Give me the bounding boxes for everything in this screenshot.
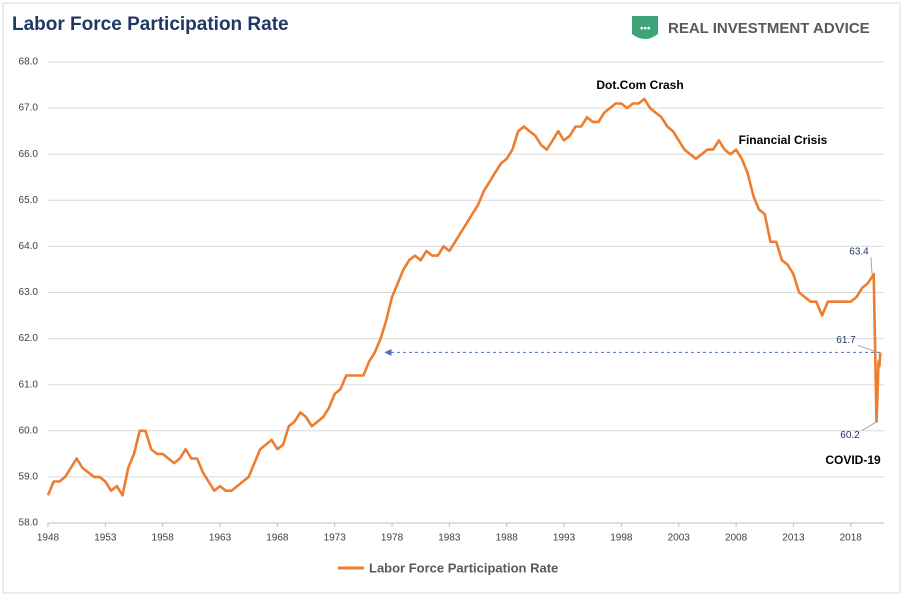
logo-dots: ••• (640, 24, 651, 35)
x-tick-label: 1953 (94, 533, 117, 544)
y-tick-label: 58.0 (19, 518, 39, 529)
line-series (46, 97, 882, 497)
x-tick-label: 1963 (209, 533, 232, 544)
x-tick-label: 2013 (782, 533, 805, 544)
x-tick-label: 1988 (496, 533, 519, 544)
y-tick-label: 65.0 (19, 195, 39, 206)
y-tick-label: 62.0 (19, 333, 39, 344)
logo-icon (632, 16, 658, 39)
annotation: COVID-19 (825, 453, 881, 467)
annotation: Dot.Com Crash (596, 78, 683, 92)
label-leader (870, 257, 873, 275)
y-tick-label: 66.0 (19, 149, 39, 160)
label-leader (857, 344, 879, 353)
chart-border (2, 2, 901, 594)
chart-title: Labor Force Participation Rate (12, 14, 289, 35)
x-tick-label: 1993 (553, 533, 576, 544)
point-label: 63.4 (849, 247, 869, 258)
x-tick-label: 1978 (381, 533, 404, 544)
x-tick-label: 2008 (725, 533, 748, 544)
y-tick-label: 68.0 (19, 57, 39, 68)
logo-text: REAL INVESTMENT ADVICE (668, 20, 870, 37)
x-tick-label: 1998 (610, 533, 633, 544)
legend-label: Labor Force Participation Rate (369, 560, 558, 575)
label-leader (861, 421, 878, 432)
x-tick-label: 1948 (37, 533, 60, 544)
y-tick-label: 59.0 (19, 472, 39, 483)
point-label: 60.2 (840, 430, 860, 441)
x-tick-label: 2018 (840, 533, 863, 544)
y-tick-label: 60.0 (19, 425, 39, 436)
x-tick-label: 2003 (668, 533, 691, 544)
x-tick-label: 1958 (152, 533, 175, 544)
x-tick-label: 1983 (438, 533, 461, 544)
point-label: 61.7 (836, 335, 856, 346)
y-tick-label: 61.0 (19, 379, 39, 390)
x-tick-label: 1968 (266, 533, 289, 544)
y-tick-label: 64.0 (19, 241, 39, 252)
y-tick-label: 63.0 (19, 287, 39, 298)
x-tick-label: 1973 (324, 533, 347, 544)
y-tick-label: 67.0 (19, 103, 39, 114)
annotation: Financial Crisis (739, 133, 828, 147)
